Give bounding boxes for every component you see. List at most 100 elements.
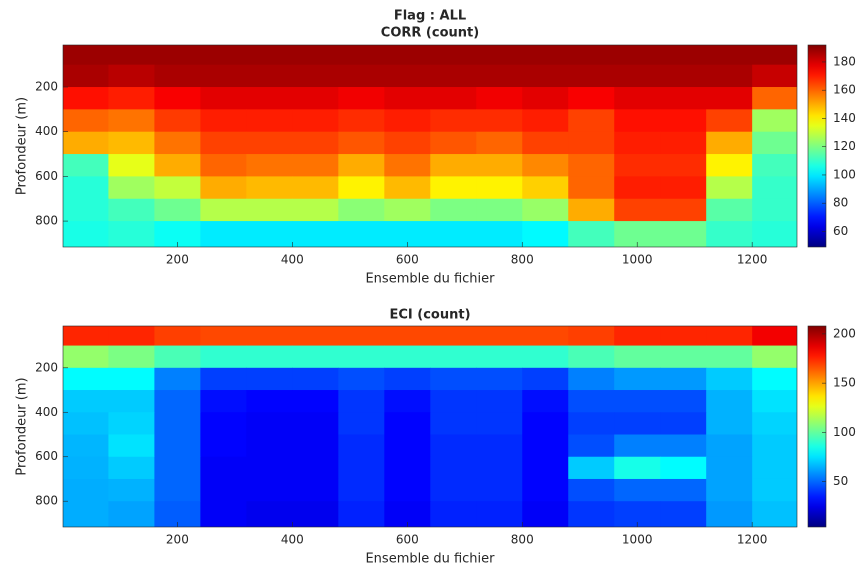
heatmap-cell — [660, 109, 707, 133]
colorbar-tick-label: 180 — [833, 54, 856, 68]
colorbar-tick-label: 60 — [833, 224, 848, 238]
heatmap-cell — [154, 131, 201, 155]
heatmap-cell — [660, 345, 707, 369]
heatmap-cell — [568, 109, 615, 133]
heatmap-cell — [200, 367, 247, 391]
heatmap-cell — [430, 412, 477, 436]
heatmap-cell — [108, 221, 155, 247]
heatmap-cell — [338, 131, 385, 155]
heatmap-cell — [63, 326, 109, 347]
heatmap-cell — [660, 434, 707, 458]
heatmap-cell — [384, 367, 431, 391]
heatmap-cell — [384, 64, 431, 88]
heatmap-cell — [108, 478, 155, 502]
heatmap-cell — [338, 154, 385, 177]
heatmap-cell — [706, 367, 753, 391]
heatmap-cell — [63, 390, 109, 413]
heatmap-cell — [338, 64, 385, 88]
heatmap-cell — [246, 456, 293, 480]
heatmap-cell — [568, 501, 615, 527]
heatmap-cell — [338, 456, 385, 480]
heatmap-cell — [522, 501, 569, 527]
heatmap-cell — [430, 221, 477, 247]
heatmap-cell — [384, 478, 431, 502]
heatmap-cell — [752, 501, 797, 527]
heatmap-cell — [660, 456, 707, 480]
x-tick-label: 400 — [281, 253, 304, 267]
heatmap-cell — [614, 345, 661, 369]
heatmap-cell — [63, 456, 109, 480]
heatmap-cell — [246, 221, 293, 247]
heatmap-cell — [614, 87, 661, 110]
heatmap-cell — [246, 501, 293, 527]
heatmap-cell — [108, 87, 155, 110]
heatmap-cell — [706, 176, 753, 200]
heatmap-cell — [430, 456, 477, 480]
x-tick-label: 200 — [166, 533, 189, 547]
heatmap-cell — [108, 390, 155, 413]
heatmap-cell — [752, 154, 797, 177]
heatmap-cell — [476, 478, 523, 502]
heatmap-cell — [568, 198, 615, 222]
heatmap-cell — [614, 390, 661, 413]
heatmap-cell — [752, 64, 797, 88]
heatmap-cell — [63, 412, 109, 436]
heatmap-cell — [660, 198, 707, 222]
heatmap-cell — [292, 367, 339, 391]
heatmap-cell — [108, 198, 155, 222]
heatmap-cell — [752, 345, 797, 369]
heatmap-cell — [614, 154, 661, 177]
heatmap-cell — [63, 45, 109, 66]
heatmap-cell — [476, 501, 523, 527]
heatmap-cell — [752, 176, 797, 200]
heatmap-cell — [706, 198, 753, 222]
heatmap-cell — [63, 198, 109, 222]
heatmap-cell — [292, 345, 339, 369]
heatmap-cell — [706, 109, 753, 133]
heatmap-cell — [292, 45, 339, 66]
heatmap-cell — [63, 345, 109, 369]
y-tick-label: 800 — [35, 494, 58, 508]
heatmap-cell — [706, 221, 753, 247]
heatmap-cell — [476, 176, 523, 200]
heatmap-cell — [614, 456, 661, 480]
heatmap-cell — [522, 131, 569, 155]
heatmap-cell — [338, 390, 385, 413]
heatmap-cell — [568, 434, 615, 458]
heatmap-cell — [200, 501, 247, 527]
heatmap-cell — [568, 390, 615, 413]
heatmap-cell — [154, 434, 201, 458]
colorbar-tick-label: 200 — [833, 326, 856, 340]
heatmap-cell — [384, 390, 431, 413]
heatmap-cell — [292, 478, 339, 502]
heatmap-cell — [614, 131, 661, 155]
heatmap-cell — [430, 434, 477, 458]
heatmap-cell — [522, 64, 569, 88]
heatmap-cell — [752, 456, 797, 480]
heatmap-cell — [660, 221, 707, 247]
x-tick-label: 1000 — [622, 533, 653, 547]
x-tick-label: 600 — [396, 253, 419, 267]
chart-title: Flag : ALL — [394, 9, 466, 24]
heatmap-cell — [706, 456, 753, 480]
heatmap-cell — [246, 87, 293, 110]
heatmap-cell — [200, 456, 247, 480]
heatmap-cell — [154, 390, 201, 413]
heatmap-cell — [614, 176, 661, 200]
heatmap-cell — [108, 45, 155, 66]
heatmap-cell — [522, 367, 569, 391]
heatmap-cell — [154, 109, 201, 133]
heatmap-cell — [752, 198, 797, 222]
heatmap-cell — [522, 478, 569, 502]
y-tick-label: 800 — [35, 214, 58, 228]
heatmap-cell — [614, 478, 661, 502]
heatmap-cell — [292, 434, 339, 458]
heatmap-cell — [522, 176, 569, 200]
colorbar — [807, 325, 827, 528]
heatmap-cell — [108, 326, 155, 347]
heatmap-cell — [338, 198, 385, 222]
heatmap-cell — [63, 367, 109, 391]
heatmap-cell — [292, 456, 339, 480]
x-tick-label: 800 — [511, 533, 534, 547]
